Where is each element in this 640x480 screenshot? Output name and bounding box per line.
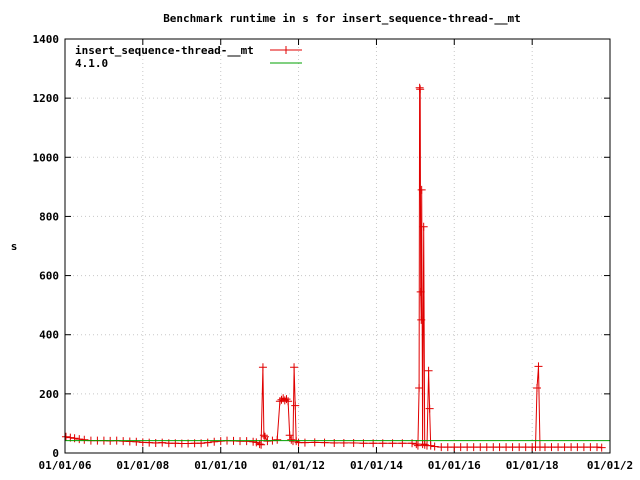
chart-title: Benchmark runtime in s for insert_sequen… [163,12,521,25]
y-tick-label: 1400 [33,33,60,46]
data-point [242,437,251,446]
data-point [430,442,439,451]
y-tick-label: 1200 [33,92,60,105]
series-0 [61,83,606,452]
y-tick-label: 1000 [33,151,60,164]
x-tick-label: 01/01/2 [587,459,633,472]
data-point [263,437,272,446]
x-tick-label: 01/01/12 [272,459,325,472]
y-tick-label: 400 [39,329,59,342]
data-point [279,394,288,403]
data-point [417,185,426,194]
data-point [597,443,606,452]
data-point [75,435,84,444]
data-point [415,83,424,92]
legend-marker [282,46,290,54]
data-point [415,383,424,392]
y-axis-ticks: 0 200 400 600 800 1000 1200 1400 [33,33,610,460]
legend: insert_sequence-thread-__mt4.1.0 [75,44,302,70]
grid [65,39,610,453]
x-tick-label: 01/01/10 [194,459,247,472]
y-tick-label: 200 [39,388,59,401]
x-tick-label: 01/01/18 [506,459,559,472]
data-point [252,438,261,447]
data-point [320,438,329,447]
x-tick-label: 01/01/16 [428,459,481,472]
data-point [80,435,89,444]
data-point [413,441,422,450]
x-axis-ticks: 01/01/06 01/01/08 01/01/10 01/01/12 01/01/14… [39,39,633,472]
data-point [424,366,433,375]
data-point [287,435,296,444]
y-axis-label: s [11,240,18,253]
data-point [419,222,428,231]
data-point [255,440,264,449]
data-point [416,85,425,94]
data-point [132,437,141,446]
data-point [426,441,435,450]
data-point [216,437,225,446]
data-point [285,431,294,440]
data-point [534,362,543,371]
data-point [280,396,289,405]
data-point [158,438,167,447]
y-tick-label: 600 [39,270,59,283]
data-point [284,397,293,406]
data-point [273,435,282,444]
data-point [425,404,434,413]
data-point [258,363,267,372]
plot-area [61,83,610,452]
data-point [291,401,300,410]
data-point [300,438,309,447]
data-point [277,395,286,404]
legend-label: 4.1.0 [75,57,108,70]
data-point [592,443,601,452]
x-tick-label: 01/01/14 [350,459,403,472]
x-tick-label: 01/01/08 [116,459,169,472]
data-point [282,395,291,404]
data-point [249,437,258,446]
data-point [259,431,268,440]
plot-frame [64,38,611,454]
y-tick-label: 800 [39,210,59,223]
data-point [257,440,266,449]
data-point [61,432,70,441]
y-tick-label: 0 [52,447,59,460]
x-tick-label: 01/01/06 [39,459,92,472]
data-point [203,438,212,447]
data-point [532,383,541,392]
data-point [417,315,426,324]
data-point [290,363,299,372]
data-point [260,432,269,441]
data-point [310,438,319,447]
data-point [210,437,219,446]
data-point [416,287,425,296]
legend-label: insert_sequence-thread-__mt [75,44,254,57]
data-point [418,440,427,449]
